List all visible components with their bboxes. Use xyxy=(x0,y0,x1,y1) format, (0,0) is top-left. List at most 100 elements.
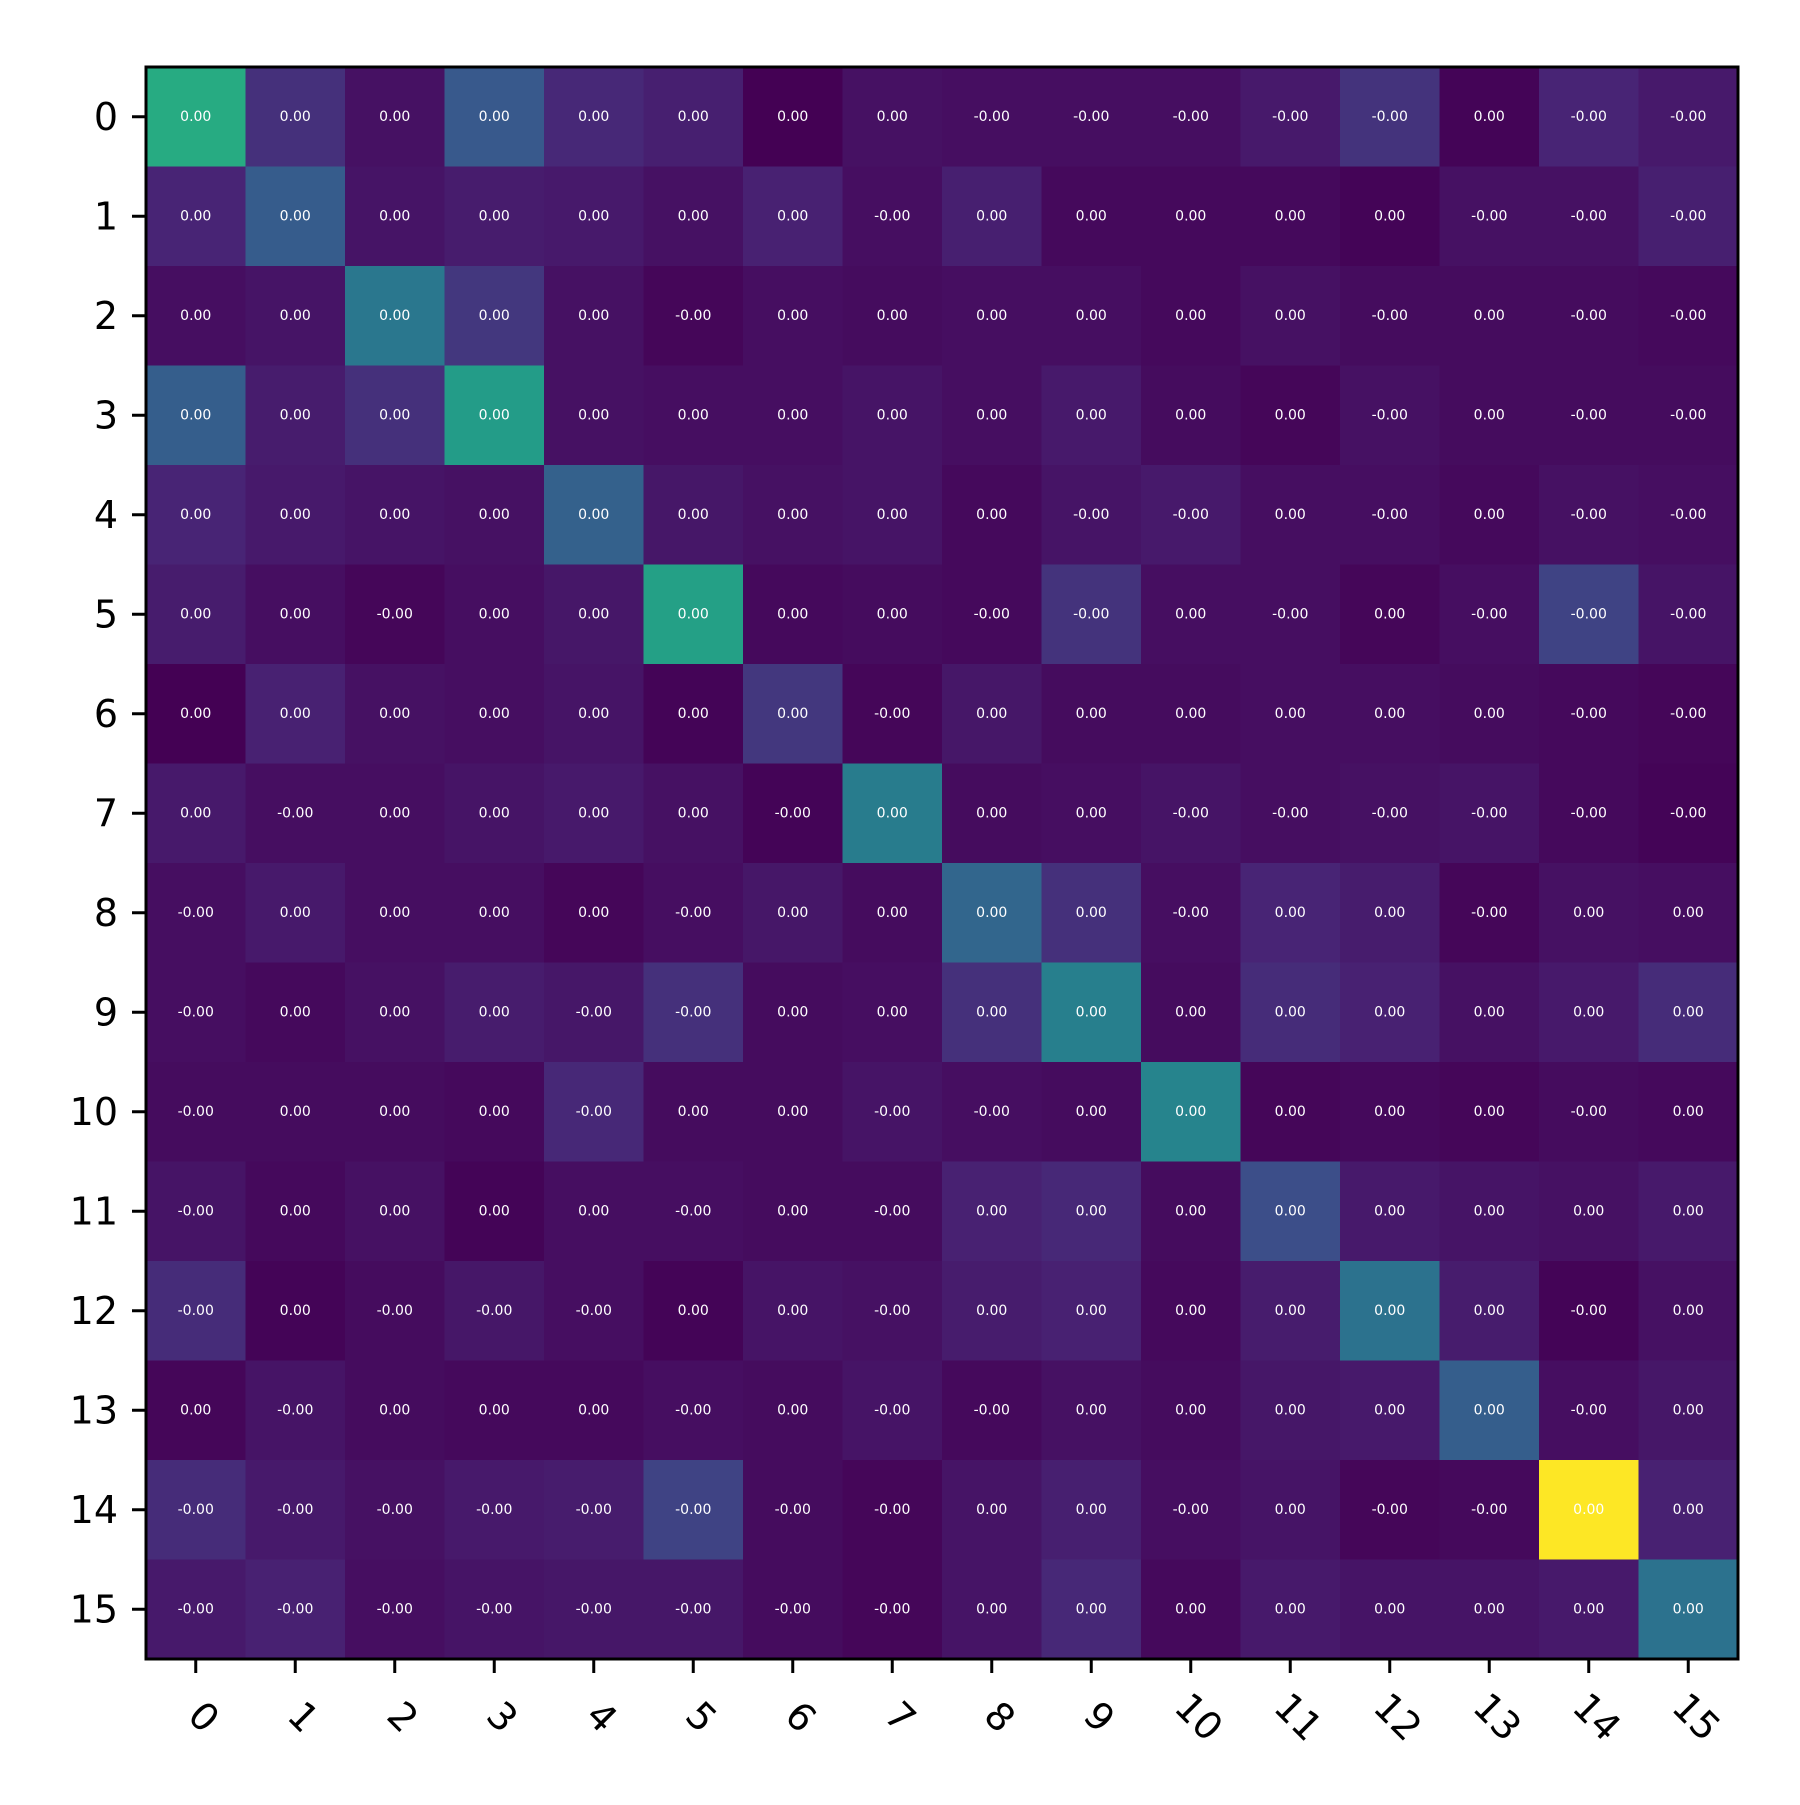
heatmap-cell-r5-c2 xyxy=(345,564,445,665)
cell-value-label-r1-c7: -0.00 xyxy=(874,208,910,224)
heatmap-cell-r6-c0 xyxy=(146,664,246,764)
heatmap-cell-r6-c11 xyxy=(1240,664,1341,764)
heatmap-cell-r7-c5 xyxy=(643,763,744,864)
cell-value-label-r11-c3: 0.00 xyxy=(479,1203,510,1219)
cell-value-label-r8-c10: -0.00 xyxy=(1173,905,1209,921)
cell-value-label-r11-c10: 0.00 xyxy=(1175,1203,1206,1219)
heatmap-cell-r14-c6 xyxy=(743,1460,843,1560)
heatmap-cell-r9-c11 xyxy=(1240,962,1341,1063)
cell-value-label-r15-c4: -0.00 xyxy=(576,1601,612,1617)
y-tick-label-4: 4 xyxy=(94,493,118,537)
cell-value-label-r7-c5: 0.00 xyxy=(678,805,709,821)
x-tick-label-4: 4 xyxy=(578,1693,626,1741)
cell-value-label-r3-c9: 0.00 xyxy=(1076,407,1107,423)
cell-value-label-r1-c10: 0.00 xyxy=(1175,208,1206,224)
cell-value-label-r14-c9: 0.00 xyxy=(1076,1502,1107,1518)
heatmap-cell-r11-c6 xyxy=(743,1161,843,1262)
heatmap-cell-r15-c5 xyxy=(643,1559,744,1660)
cell-value-label-r10-c3: 0.00 xyxy=(479,1104,510,1120)
y-tick-label-15: 15 xyxy=(70,1587,118,1631)
heatmap-cell-r11-c1 xyxy=(245,1161,346,1262)
cell-value-label-r4-c0: 0.00 xyxy=(180,507,211,523)
y-tick-label-13: 13 xyxy=(70,1388,118,1432)
heatmap-cell-r8-c7 xyxy=(842,863,943,963)
heatmap-cell-r1-c9 xyxy=(1041,166,1142,267)
cell-value-label-r2-c2: 0.00 xyxy=(379,308,410,324)
cell-value-label-r1-c13: -0.00 xyxy=(1471,208,1507,224)
heatmap-cell-r7-c13 xyxy=(1439,763,1540,864)
heatmap-cell-r3-c15 xyxy=(1638,365,1739,466)
heatmap-cell-r8-c15 xyxy=(1638,863,1739,963)
x-tick-label-14: 14 xyxy=(1564,1684,1629,1749)
cell-value-label-r14-c13: -0.00 xyxy=(1471,1502,1507,1518)
x-tick-label-1: 1 xyxy=(279,1693,327,1741)
y-tick-label-0: 0 xyxy=(94,95,118,139)
cell-value-label-r1-c5: 0.00 xyxy=(678,208,709,224)
cell-value-label-r0-c10: -0.00 xyxy=(1173,109,1209,125)
heatmap-cell-labels: 0.00 0.00 0.00 0.00 0.00 0.00 0.00 0.00 -0.00 -0.… xyxy=(178,109,1707,1618)
cell-value-label-r11-c2: 0.00 xyxy=(379,1203,410,1219)
heatmap-cell-r4-c15 xyxy=(1638,465,1739,565)
cell-value-label-r0-c14: -0.00 xyxy=(1571,109,1607,125)
heatmap-cell-r9-c0 xyxy=(146,962,246,1063)
cell-value-label-r9-c14: 0.00 xyxy=(1573,1004,1604,1020)
heatmap-cell-r0-c3 xyxy=(444,67,545,167)
y-tick-label-14: 14 xyxy=(70,1488,118,1532)
heatmap-cell-r10-c15 xyxy=(1638,1062,1739,1162)
heatmap-cell-r10-c13 xyxy=(1439,1062,1540,1162)
cell-value-label-r8-c7: 0.00 xyxy=(877,905,908,921)
cell-value-label-r15-c1: -0.00 xyxy=(277,1601,313,1617)
x-tick-label-11: 11 xyxy=(1266,1684,1331,1749)
cell-value-label-r3-c6: 0.00 xyxy=(777,407,808,423)
heatmap-cell-r9-c8 xyxy=(942,962,1042,1063)
heatmap-cell-r11-c3 xyxy=(444,1161,545,1262)
cell-value-label-r2-c15: -0.00 xyxy=(1670,308,1706,324)
heatmap-cell-r8-c1 xyxy=(245,863,346,963)
heatmap-cell-r3-c14 xyxy=(1539,365,1639,466)
cell-value-label-r15-c2: -0.00 xyxy=(377,1601,413,1617)
heatmap-cell-r6-c2 xyxy=(345,664,445,764)
cell-value-label-r5-c14: -0.00 xyxy=(1571,606,1607,622)
cell-value-label-r1-c3: 0.00 xyxy=(479,208,510,224)
cell-value-label-r13-c8: -0.00 xyxy=(974,1402,1010,1418)
heatmap-cell-r7-c11 xyxy=(1240,763,1341,864)
cell-value-label-r7-c1: -0.00 xyxy=(277,805,313,821)
heatmap-cell-r12-c1 xyxy=(245,1261,346,1361)
heatmap-cell-r12-c7 xyxy=(842,1261,943,1361)
heatmap-cell-r10-c0 xyxy=(146,1062,246,1162)
cell-value-label-r14-c4: -0.00 xyxy=(576,1502,612,1518)
cell-value-label-r13-c3: 0.00 xyxy=(479,1402,510,1418)
cell-value-label-r15-c10: 0.00 xyxy=(1175,1601,1206,1617)
cell-value-label-r3-c5: 0.00 xyxy=(678,407,709,423)
heatmap-cell-r1-c2 xyxy=(345,166,445,267)
cell-value-label-r13-c2: 0.00 xyxy=(379,1402,410,1418)
heatmap-cell-r7-c3 xyxy=(444,763,545,864)
cell-value-label-r11-c0: -0.00 xyxy=(178,1203,214,1219)
heatmap-cell-r0-c1 xyxy=(245,67,346,167)
heatmap-cell-r4-c6 xyxy=(743,465,843,565)
heatmap-cell-r1-c0 xyxy=(146,166,246,267)
heatmap-cell-r15-c1 xyxy=(245,1559,346,1660)
heatmap-cell-r6-c6 xyxy=(743,664,843,764)
cell-value-label-r14-c14: 0.00 xyxy=(1573,1502,1604,1518)
heatmap-cell-r9-c6 xyxy=(743,962,843,1063)
cell-value-label-r11-c6: 0.00 xyxy=(777,1203,808,1219)
cell-value-label-r1-c12: 0.00 xyxy=(1374,208,1405,224)
cell-value-label-r15-c9: 0.00 xyxy=(1076,1601,1107,1617)
heatmap-cell-r10-c2 xyxy=(345,1062,445,1162)
cell-value-label-r6-c3: 0.00 xyxy=(479,706,510,722)
cell-value-label-r11-c12: 0.00 xyxy=(1374,1203,1405,1219)
heatmap-cell-r1-c12 xyxy=(1340,166,1440,267)
heatmap-cell-r7-c8 xyxy=(942,763,1042,864)
heatmap-cell-r5-c5 xyxy=(643,564,744,665)
heatmap-cell-r1-c10 xyxy=(1141,166,1241,267)
heatmap-cell-r11-c15 xyxy=(1638,1161,1739,1262)
cell-value-label-r5-c5: 0.00 xyxy=(678,606,709,622)
heatmap-cell-r12-c5 xyxy=(643,1261,744,1361)
cell-value-label-r0-c5: 0.00 xyxy=(678,109,709,125)
cell-value-label-r12-c8: 0.00 xyxy=(976,1303,1007,1319)
heatmap-cell-r9-c13 xyxy=(1439,962,1540,1063)
heatmap-cell-r3-c6 xyxy=(743,365,843,466)
heatmap-cell-r5-c8 xyxy=(942,564,1042,665)
cell-value-label-r4-c4: 0.00 xyxy=(578,507,609,523)
